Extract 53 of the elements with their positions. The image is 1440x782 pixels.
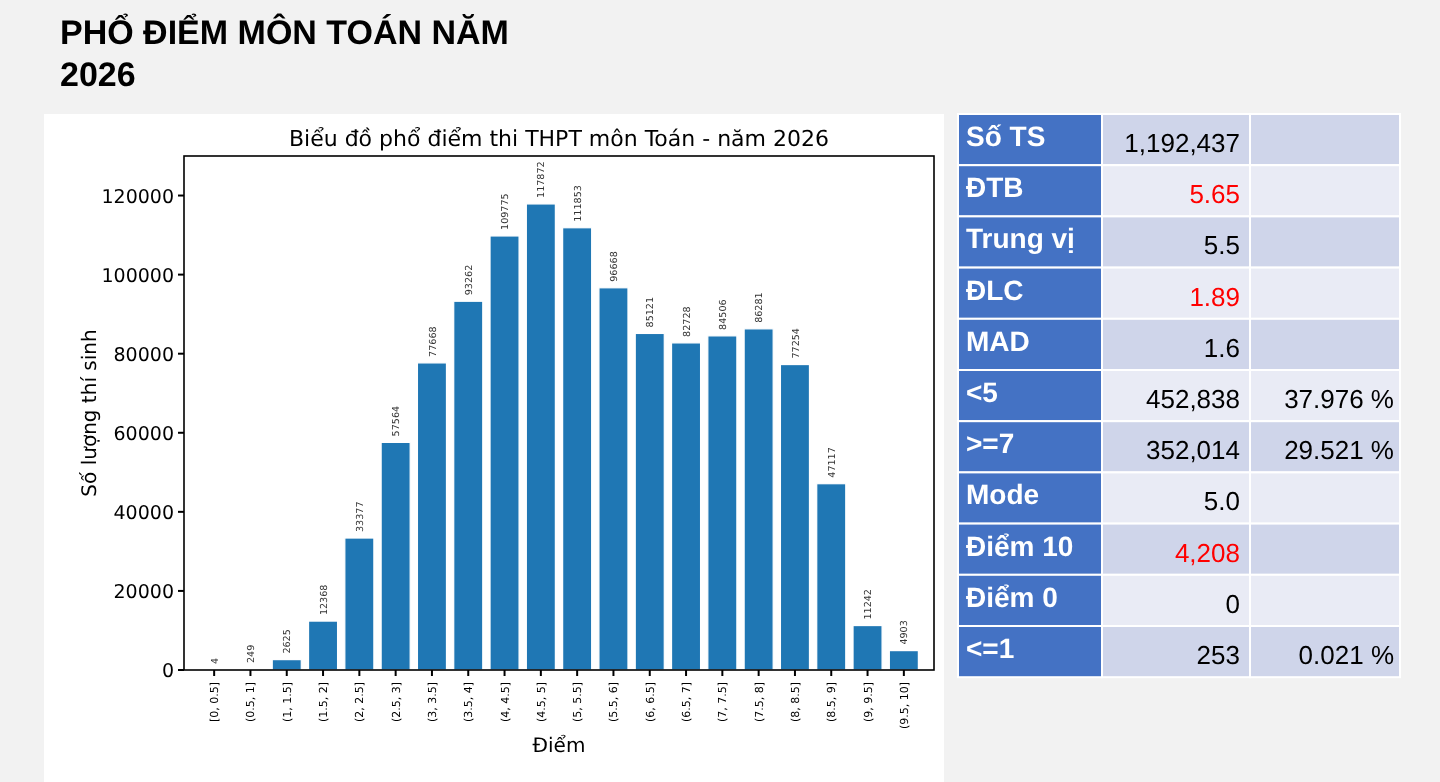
y-tick-label: 20000 [113, 581, 174, 604]
bar [344, 537, 375, 671]
chart-subtitle: Biểu đồ phổ điểm thi THPT môn Toán - năm 2026 [288, 126, 830, 152]
text: 5.0 [1203, 486, 1240, 517]
text: 37.976 % [1284, 384, 1394, 414]
y-tick-label: 60000 [113, 423, 174, 446]
text: 1,192,437 [1124, 128, 1240, 158]
category-label: Số TS [966, 120, 1046, 152]
text: 0.021 % [1298, 640, 1394, 670]
bar [307, 620, 339, 671]
category-label: <5 [966, 376, 998, 408]
text: 1.6 [1203, 332, 1240, 363]
text: 5.5 [1203, 230, 1240, 261]
category-label: ĐTB [966, 171, 1024, 204]
x-axis-title: Điểm [532, 734, 586, 758]
bar [816, 483, 847, 671]
bar [598, 287, 629, 671]
y-tick-label: 100000 [101, 265, 174, 288]
bar [525, 203, 556, 671]
chart-title: PHỔ ĐIỂM MÔN TOÁN NĂM 2026 [60, 12, 509, 94]
bar [743, 328, 774, 671]
bar [634, 332, 665, 671]
category-label: Trung vị [966, 222, 1075, 255]
text: 29.521 % [1284, 435, 1394, 466]
bar [670, 342, 702, 671]
bar [852, 624, 883, 671]
y-tick-label: 120000 [101, 186, 174, 209]
category-label: Mode [966, 478, 1040, 511]
text: 1.89 [1189, 281, 1240, 312]
bar [779, 363, 811, 671]
category-label: Điểm 10 [966, 529, 1074, 562]
y-axis-title: Số lượng thí sinh [78, 329, 102, 497]
category-label: MAD [966, 324, 1030, 357]
category-label: ĐLC [966, 273, 1024, 306]
bar [562, 227, 593, 671]
text: 5.65 [1189, 179, 1240, 210]
category-label: Điểm 0 [966, 580, 1058, 613]
bar [416, 362, 448, 671]
text: 452,838 [1146, 384, 1240, 414]
y-tick-label: 0 [161, 661, 174, 683]
text: 253 [1196, 640, 1240, 670]
bar [380, 441, 411, 671]
bar [453, 300, 484, 671]
y-tick-label: 40000 [113, 502, 174, 525]
category-label: >=7 [966, 427, 1015, 460]
bar [888, 650, 919, 671]
text: 0 [1225, 588, 1240, 619]
text: 4,208 [1174, 537, 1240, 568]
bar [489, 235, 520, 671]
bar [707, 335, 738, 671]
category-label: <=1 [966, 632, 1015, 664]
text: 352,014 [1146, 435, 1240, 466]
y-tick-label: 80000 [113, 344, 174, 367]
